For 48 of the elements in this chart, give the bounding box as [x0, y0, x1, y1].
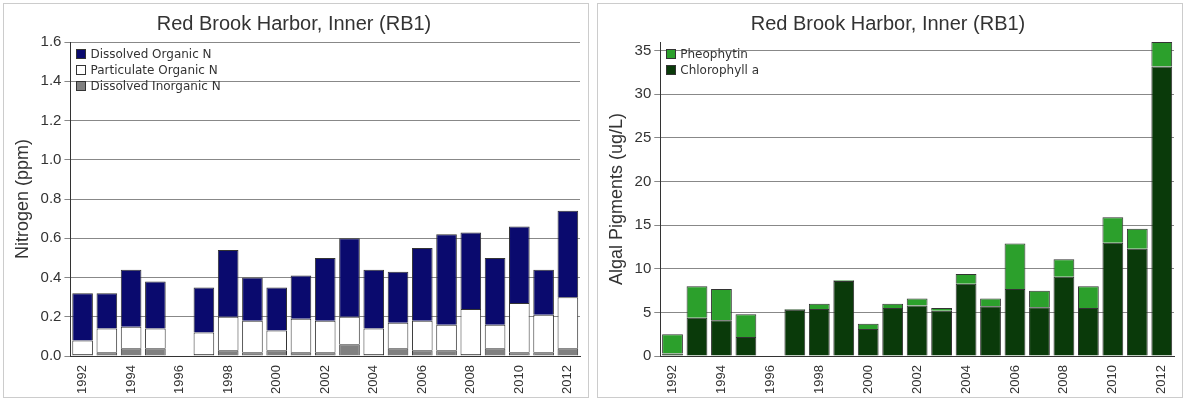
- x-tick-label: 2008: [1055, 365, 1071, 394]
- x-tick-label: 2002: [908, 365, 924, 394]
- y-tick-label: 1.4: [40, 71, 62, 89]
- x-tick-label: 2010: [510, 365, 526, 394]
- x-tick-label: 2006: [413, 365, 429, 394]
- x-tick-label: 1994: [122, 365, 138, 394]
- y-tick-label: 25: [634, 128, 652, 146]
- y-tick-label: 0.4: [40, 267, 62, 285]
- y-tick-label: 0: [642, 346, 652, 364]
- y-tick-label: 0.0: [40, 346, 62, 364]
- y-tick-label: 1.6: [40, 32, 62, 50]
- chart-title: Red Brook Harbor, Inner (RB1): [750, 11, 1026, 34]
- x-tick-label: 2012: [559, 365, 575, 394]
- y-tick-label: 1.2: [40, 110, 62, 128]
- x-tick-label: 2000: [859, 365, 875, 394]
- x-tick-label: 2004: [957, 365, 973, 394]
- y-tick-label: 0.8: [40, 189, 62, 207]
- legend-label: Pheophytin: [680, 47, 748, 61]
- x-tick-label: 1998: [219, 365, 235, 394]
- y-tick-label: 0.6: [40, 228, 62, 246]
- x-tick-label: 1996: [761, 365, 777, 394]
- x-tick-label: 1992: [74, 365, 90, 394]
- x-tick-label: 1998: [810, 365, 826, 394]
- y-tick-label: 30: [634, 84, 652, 102]
- x-tick-label: 2000: [268, 365, 284, 394]
- x-tick-label: 2010: [1104, 365, 1120, 394]
- y-tick-label: 10: [634, 258, 652, 276]
- y-tick-label: 20: [634, 171, 652, 189]
- x-tick-label: 2004: [365, 365, 381, 394]
- x-tick-label: 1996: [171, 365, 187, 394]
- x-tick-label: 2002: [316, 365, 332, 394]
- x-tick-label: 2006: [1006, 365, 1022, 394]
- y-axis-title: Algal Pigments (ug/L): [605, 112, 626, 286]
- x-tick-label: 1994: [713, 365, 729, 394]
- y-tick-label: 1.0: [40, 149, 62, 167]
- y-tick-label: 0.2: [40, 306, 62, 324]
- x-tick-label: 1992: [664, 365, 680, 394]
- legend-label: Chlorophyll a: [680, 63, 760, 77]
- legend-label: Dissolved Inorganic N: [90, 79, 221, 93]
- y-axis-title: Nitrogen (ppm): [11, 139, 32, 260]
- chart-title: Red Brook Harbor, Inner (RB1): [156, 11, 432, 34]
- y-tick-label: 5: [642, 302, 652, 320]
- y-tick-label: 15: [634, 215, 652, 233]
- legend-label: Dissolved Organic N: [90, 47, 212, 61]
- y-tick-label: 35: [634, 40, 652, 58]
- legend-label: Particulate Organic N: [90, 63, 218, 77]
- x-tick-label: 2008: [462, 365, 478, 394]
- x-tick-label: 2012: [1153, 365, 1169, 394]
